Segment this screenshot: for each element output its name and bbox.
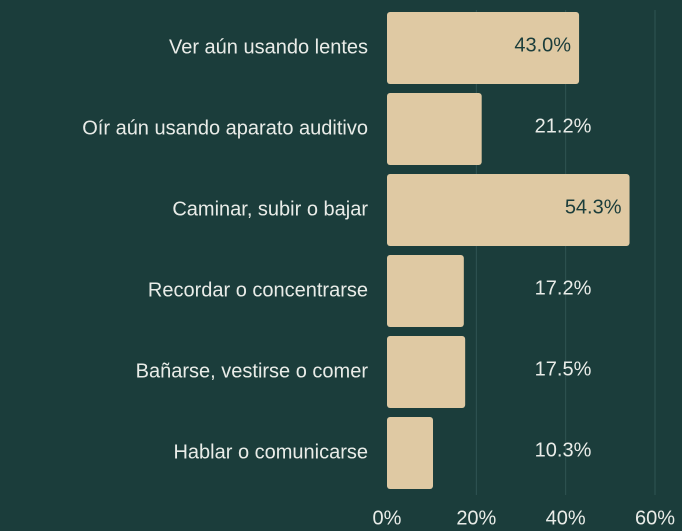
- bar: [387, 93, 482, 165]
- category-label: Recordar o concentrarse: [148, 279, 368, 301]
- category-label: Ver aún usando lentes: [169, 36, 368, 58]
- x-tick-label: 60%: [635, 507, 675, 529]
- x-tick-label: 20%: [456, 507, 496, 529]
- value-label: 54.3%: [565, 196, 622, 218]
- category-label: Caminar, subir o bajar: [172, 198, 368, 220]
- bar: [387, 12, 580, 84]
- value-label: 43.0%: [514, 34, 571, 56]
- bar: [387, 417, 434, 489]
- value-label: 17.5%: [535, 358, 592, 380]
- value-label: 21.2%: [535, 115, 592, 137]
- category-label: Hablar o comunicarse: [173, 441, 368, 463]
- bar: [387, 336, 466, 408]
- bar: [387, 255, 464, 327]
- category-label: Oír aún usando aparato auditivo: [82, 117, 368, 139]
- x-tick-label: 0%: [373, 507, 402, 529]
- category-label: Bañarse, vestirse o comer: [136, 360, 369, 382]
- value-label: 17.2%: [535, 277, 592, 299]
- bar: [387, 174, 630, 246]
- x-tick-label: 40%: [546, 507, 586, 529]
- value-label: 10.3%: [535, 439, 592, 461]
